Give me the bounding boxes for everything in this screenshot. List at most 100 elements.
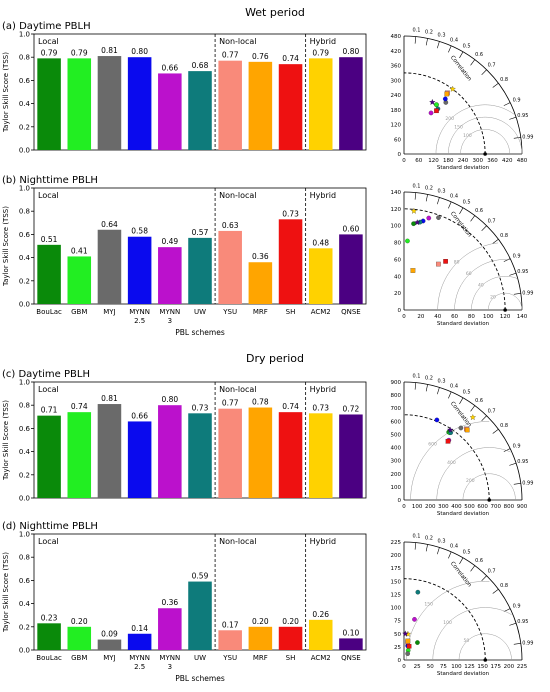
y-tick-label: 25 <box>394 645 401 651</box>
point-acm2 <box>410 207 418 214</box>
bar-mynn-3 <box>158 247 182 304</box>
corr-tick <box>492 238 499 244</box>
bar-value-label: 0.80 <box>131 47 148 56</box>
bar-value-label: 0.58 <box>131 227 148 236</box>
reference-point <box>483 152 487 156</box>
bar-value-label: 0.10 <box>343 628 360 637</box>
bar-boulac <box>37 244 61 304</box>
x-tick-label: 0 <box>402 314 406 320</box>
point-gbm <box>405 238 410 244</box>
x-tick-label: 800 <box>504 504 515 510</box>
rmsd-label: 80 <box>454 259 460 265</box>
rmsd-arc <box>488 292 523 310</box>
point-mrf <box>405 638 411 644</box>
bar-value-label: 0.76 <box>252 52 269 61</box>
bar-uw <box>188 581 212 650</box>
bar-value-label: 0.80 <box>161 395 178 404</box>
rmsd-arc <box>432 607 512 661</box>
corr-tick <box>459 51 464 59</box>
bar-value-label: 0.73 <box>192 403 209 412</box>
y-tick-label: 0.2 <box>19 471 30 479</box>
bar-boulac <box>37 623 61 650</box>
corr-tick <box>492 428 499 434</box>
corr-tick <box>448 391 452 399</box>
corr-tick <box>470 215 476 222</box>
y-tick-label: 100 <box>391 485 402 491</box>
x-tick-label: 3 <box>168 663 172 671</box>
group-label-local: Local <box>38 191 59 200</box>
bar-value-label: 0.78 <box>252 398 269 407</box>
y-tick-label: 700 <box>391 406 402 412</box>
bar-mrf <box>248 407 273 498</box>
y-axis-label: Taylor Skill Score (TSS) <box>2 552 10 633</box>
bar-value-label: 0.51 <box>41 235 58 244</box>
corr-tick <box>425 38 428 46</box>
corr-tick-label: 0.1 <box>413 28 421 34</box>
bar-value-label: 0.77 <box>222 399 239 408</box>
taylor-diagram-c: 0010010020020030030040040050050060060070… <box>391 374 534 517</box>
y-tick-label: 50 <box>394 632 401 638</box>
y-axis-label: Taylor Skill Score (TSS) <box>2 52 10 133</box>
bar-gbm <box>67 256 92 304</box>
group-label-local: Local <box>38 385 59 394</box>
x-tick-label: 80 <box>468 314 475 320</box>
bar-value-label: 0.63 <box>222 221 239 230</box>
bar-mrf <box>248 626 273 650</box>
x-tick-label: 140 <box>517 314 528 320</box>
corr-tick <box>470 59 476 66</box>
x-tick-label: 120 <box>500 314 511 320</box>
bar-uw <box>188 71 212 150</box>
x-tick-label: 360 <box>487 158 498 164</box>
y-tick-label: 360 <box>391 64 402 70</box>
y-tick-label: 75 <box>394 619 401 625</box>
corr-tick <box>513 137 521 139</box>
y-tick-label: 0.0 <box>19 301 30 309</box>
y-tick-label: 120 <box>391 207 402 213</box>
corr-tick <box>448 45 452 53</box>
x-tick-label: SH <box>286 654 296 662</box>
y-tick-label: 225 <box>391 540 402 546</box>
point-sh <box>443 259 448 264</box>
rmsd-arc <box>410 421 490 501</box>
taylor-diagram-b: 00 20 20 40 40 60 60 80 80 100 100 120 120 140 140 Stan… <box>391 184 534 327</box>
reference-std-arc <box>403 414 490 501</box>
x-tick-label: QNSE <box>341 654 361 662</box>
x-tick-label: 225 <box>517 664 528 670</box>
x-tick-label: 0 <box>402 504 406 510</box>
y-tick-label: 0 <box>398 152 402 158</box>
bar-value-label: 0.48 <box>312 238 329 247</box>
y-tick-label: 100 <box>391 606 402 612</box>
bar-value-label: 0.81 <box>101 394 118 403</box>
corr-tick-label: 0.4 <box>450 193 458 199</box>
x-tick-label: UW <box>194 654 206 662</box>
corr-tick <box>448 551 452 559</box>
x-tick-label: 40 <box>434 314 441 320</box>
y-tick-label: 40 <box>394 274 401 280</box>
x-tick-label: 200 <box>504 664 515 670</box>
bar-value-label: 0.20 <box>282 617 299 626</box>
x-tick-label: 100 <box>483 314 494 320</box>
point-myj <box>458 425 464 431</box>
rmsd-arc <box>458 633 512 660</box>
bar-myj <box>97 56 122 150</box>
bar-ysu <box>218 630 242 650</box>
y-tick-label: 480 <box>391 34 402 40</box>
corr-tick-label: 0.7 <box>488 409 496 415</box>
corr-tick <box>425 384 428 392</box>
chart-title: (d) Nighttime PBLH <box>2 521 98 532</box>
group-label-non-local: Non-local <box>219 385 256 394</box>
point-qnse <box>429 98 436 105</box>
corr-tick <box>414 36 417 44</box>
corr-tick-label: 0.99 <box>522 134 533 140</box>
y-tick-label: 0.6 <box>19 77 31 85</box>
bar-qnse <box>339 414 363 498</box>
chart-title: (b) Nighttime PBLH <box>2 175 98 186</box>
taylor-diagram-a: 0060601201201801802402403003003603604204… <box>391 28 534 171</box>
y-tick-label: 1.0 <box>19 379 30 387</box>
corr-tick-label: 0.8 <box>500 77 508 83</box>
corr-tick-label: 0.9 <box>513 253 521 259</box>
reference-std-arc <box>403 578 486 661</box>
y-tick-label: 0.4 <box>19 100 31 108</box>
bar-chart-a-daytime-wet: (a) Daytime PBLH 0.0 0.2 0.4 0.6 0.8 1.0 Taylor… <box>2 21 367 155</box>
y-tick-label: 0 <box>398 498 402 504</box>
